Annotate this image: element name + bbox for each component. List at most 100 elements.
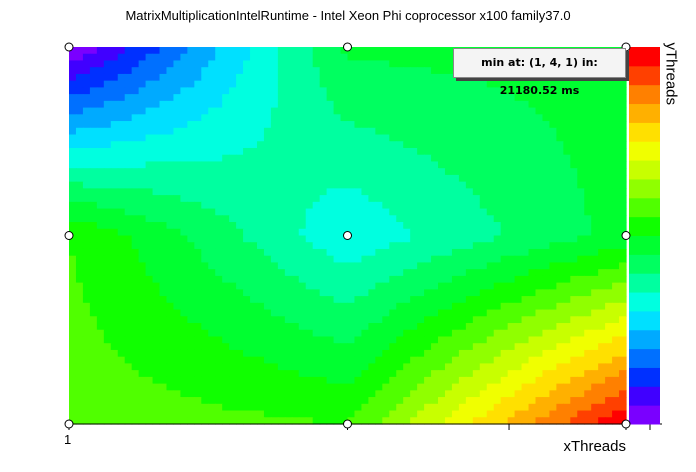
heatmap-cell — [451, 215, 460, 223]
heatmap-cell — [507, 121, 516, 129]
heatmap-cell — [577, 100, 585, 109]
heatmap-cell — [605, 349, 613, 358]
heatmap-cell — [354, 390, 363, 398]
chart-title: MatrixMultiplicationIntelRuntime - Intel… — [125, 8, 571, 23]
heatmap-cell — [507, 141, 516, 149]
heatmap-cell — [284, 201, 293, 210]
heatmap-cell — [110, 235, 119, 243]
heatmap-cell — [152, 188, 161, 196]
heatmap-cell — [438, 87, 446, 95]
heatmap-cell — [159, 208, 168, 216]
heatmap-cell — [250, 100, 258, 109]
heatmap-cell — [243, 275, 251, 284]
heatmap-cell — [493, 390, 502, 398]
heatmap-cell — [486, 222, 495, 230]
heatmap-cell — [438, 228, 446, 237]
heatmap-cell — [69, 195, 77, 203]
heatmap-cell — [201, 134, 209, 142]
heatmap-cell — [361, 47, 369, 55]
heatmap-cell — [438, 215, 446, 223]
heatmap-cell — [159, 188, 168, 196]
heatmap-cell — [584, 107, 592, 115]
heatmap-cell — [194, 87, 202, 95]
heatmap-cell — [472, 181, 481, 189]
heatmap-cell — [110, 222, 119, 230]
heatmap-cell — [354, 168, 363, 176]
heatmap-cell — [556, 134, 564, 142]
heatmap-cell — [333, 363, 342, 371]
heatmap-cell — [451, 336, 460, 344]
heatmap-cell — [500, 376, 509, 385]
heatmap-cell — [173, 201, 181, 210]
heatmap-cell — [312, 67, 321, 75]
heatmap-cell — [270, 47, 279, 55]
heatmap-cell — [236, 114, 244, 122]
heatmap-cell — [277, 114, 286, 122]
heatmap-cell — [250, 215, 258, 223]
heatmap-cell — [89, 410, 98, 418]
heatmap-cell — [507, 222, 516, 230]
heatmap-cell — [375, 100, 383, 109]
heatmap-cell — [96, 417, 105, 425]
heatmap-cell — [89, 248, 98, 257]
heatmap-cell — [319, 107, 328, 115]
heatmap-cell — [145, 336, 154, 344]
heatmap-cell — [472, 208, 481, 216]
heatmap-cell — [243, 147, 251, 156]
heatmap-cell — [131, 316, 140, 324]
heatmap-cell — [451, 403, 460, 412]
heatmap-cell — [103, 60, 112, 68]
heatmap-cell — [319, 323, 328, 331]
heatmap-cell — [152, 228, 161, 237]
heatmap-cell — [347, 316, 356, 324]
heatmap-cell — [89, 127, 98, 136]
heatmap-cell — [591, 397, 599, 405]
heatmap-cell — [152, 275, 161, 284]
heatmap-cell — [444, 248, 453, 257]
heatmap-cell — [556, 208, 564, 216]
heatmap-cell — [145, 208, 154, 216]
heatmap-cell — [194, 289, 202, 297]
heatmap-cell — [514, 309, 523, 317]
heatmap-cell — [103, 370, 112, 378]
heatmap-cell — [577, 161, 585, 169]
heatmap-cell — [319, 195, 328, 203]
heatmap-cell — [340, 235, 349, 243]
heatmap-cell — [201, 370, 209, 378]
heatmap-cell — [570, 195, 578, 203]
heatmap-cell — [396, 370, 404, 378]
heatmap-cell — [201, 107, 209, 115]
heatmap-cell — [166, 363, 175, 371]
heatmap-cell — [263, 235, 272, 243]
heatmap-cell — [277, 275, 286, 284]
heatmap-cell — [298, 289, 307, 297]
heatmap-cell — [124, 80, 133, 88]
heatmap-cell — [451, 410, 460, 418]
heatmap-cell — [403, 53, 411, 62]
heatmap-cell — [340, 47, 349, 55]
heatmap-cell — [180, 134, 188, 142]
heatmap-cell — [361, 107, 369, 115]
heatmap-cell — [389, 370, 397, 378]
heatmap-cell — [347, 53, 356, 62]
heatmap-cell — [305, 107, 314, 115]
heatmap-cell — [542, 201, 551, 210]
heatmap-cell — [535, 296, 544, 304]
heatmap-cell — [396, 222, 404, 230]
heatmap-cell — [584, 370, 592, 378]
heatmap-cell — [319, 296, 328, 304]
heatmap-cell — [319, 242, 328, 250]
heatmap-cell — [222, 114, 230, 122]
heatmap-cell — [229, 403, 237, 412]
heatmap-cell — [514, 134, 523, 142]
heatmap-cell — [451, 188, 460, 196]
heatmap-cell — [215, 248, 223, 257]
heatmap-cell — [75, 302, 84, 311]
heatmap-cell — [424, 80, 432, 88]
heatmap-cell — [208, 383, 216, 391]
heatmap-cell — [159, 242, 168, 250]
heatmap-cell — [368, 107, 376, 115]
heatmap-cell — [493, 181, 502, 189]
heatmap-cell — [347, 161, 356, 169]
heatmap-cell — [250, 383, 258, 391]
